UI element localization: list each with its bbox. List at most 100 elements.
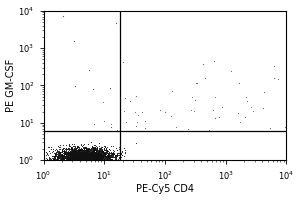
Point [66, 152, 70, 155]
Point [88, 156, 93, 159]
Point [93, 155, 98, 158]
Point [99, 157, 104, 160]
Point [72, 156, 77, 159]
Point [87, 153, 92, 156]
Point [94, 146, 99, 149]
Point [84, 156, 89, 159]
Point [77, 151, 82, 154]
Point [54, 152, 59, 155]
Point [95, 155, 100, 159]
Point [52, 158, 56, 162]
Point [76, 151, 81, 154]
Point [90, 159, 95, 162]
Point [96, 157, 101, 160]
Point [75, 150, 80, 153]
Point [102, 153, 106, 156]
Point [80, 150, 85, 153]
Point [75, 157, 80, 161]
Point [79, 156, 84, 159]
Point [88, 155, 93, 158]
Point [78, 155, 83, 158]
Point [108, 150, 113, 153]
Point [77, 159, 82, 162]
Point [68, 157, 73, 160]
Point [84, 151, 89, 154]
Point [66, 159, 70, 162]
Point [80, 147, 85, 150]
Point [87, 154, 92, 157]
Point [73, 151, 78, 155]
Point [104, 155, 109, 158]
Point [99, 156, 104, 159]
Point [61, 152, 65, 155]
Point [85, 153, 90, 156]
Point [104, 156, 109, 159]
Point [94, 159, 99, 162]
Point [62, 156, 67, 159]
Point [87, 155, 92, 159]
Point [68, 157, 72, 161]
Point [56, 159, 61, 162]
Point [84, 157, 88, 160]
Point [82, 154, 87, 157]
Point [91, 157, 95, 161]
Point [83, 153, 88, 157]
Point [68, 159, 73, 162]
Point [87, 155, 92, 158]
Point [92, 152, 97, 155]
Point [212, 59, 216, 63]
Point [89, 155, 94, 158]
Point [98, 156, 103, 159]
Point [102, 152, 107, 155]
Point [56, 159, 61, 162]
Point [70, 159, 75, 162]
Point [89, 159, 94, 162]
Point [94, 150, 98, 154]
Point [77, 151, 82, 154]
Point [86, 156, 91, 159]
Point [95, 156, 100, 159]
Point [84, 156, 89, 159]
Point [88, 153, 93, 156]
Point [101, 155, 106, 158]
Point [47, 155, 52, 159]
Point [61, 159, 66, 162]
Point [87, 156, 92, 159]
Point [103, 159, 108, 162]
Point [82, 155, 87, 158]
Point [244, 99, 249, 103]
Point [76, 153, 80, 156]
Point [82, 153, 87, 156]
Point [67, 156, 72, 159]
Point [94, 159, 99, 162]
Point [59, 155, 64, 158]
Point [80, 152, 85, 155]
Point [83, 151, 88, 154]
Point [100, 155, 105, 158]
Point [76, 153, 80, 156]
Point [86, 159, 91, 162]
Point [87, 159, 92, 162]
Point [59, 154, 64, 157]
Point [92, 148, 97, 151]
Point [80, 156, 85, 159]
Point [84, 159, 88, 162]
Point [90, 153, 94, 156]
Point [82, 159, 86, 162]
Point [80, 151, 85, 154]
Point [94, 153, 99, 156]
Point [71, 153, 76, 157]
Point [65, 158, 70, 162]
Point [86, 156, 91, 160]
Point [79, 158, 84, 161]
Point [81, 159, 86, 162]
Point [56, 159, 61, 162]
Point [79, 150, 84, 154]
Point [88, 153, 93, 156]
Point [76, 148, 80, 151]
Point [85, 152, 90, 156]
Point [80, 157, 85, 161]
Point [79, 157, 83, 160]
Point [73, 152, 77, 155]
Point [101, 156, 106, 159]
